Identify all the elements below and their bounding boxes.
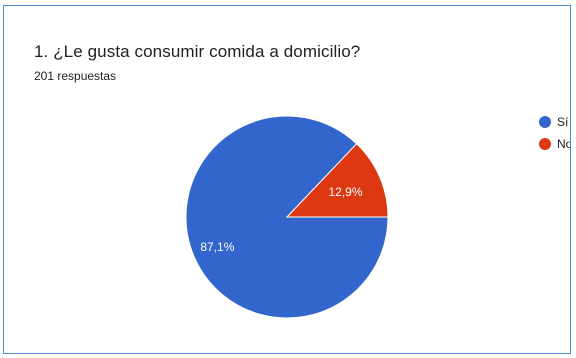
slice-label-si: 87,1% [200,240,234,254]
legend-marker-no [539,138,551,150]
slice-label-no: 12,9% [328,185,362,199]
legend-marker-si [539,116,551,128]
legend-label-si[interactable]: Sí [557,115,569,129]
pie-chart: 87,1% 12,9% Sí No [185,115,571,319]
question-card: 1. ¿Le gusta consumir comida a domicilio… [3,5,571,354]
legend-label-no[interactable]: No [557,137,571,151]
pie-slice-no[interactable] [285,143,389,218]
response-count: 201 respuestas [34,69,117,83]
question-title: 1. ¿Le gusta consumir comida a domicilio… [34,42,361,61]
